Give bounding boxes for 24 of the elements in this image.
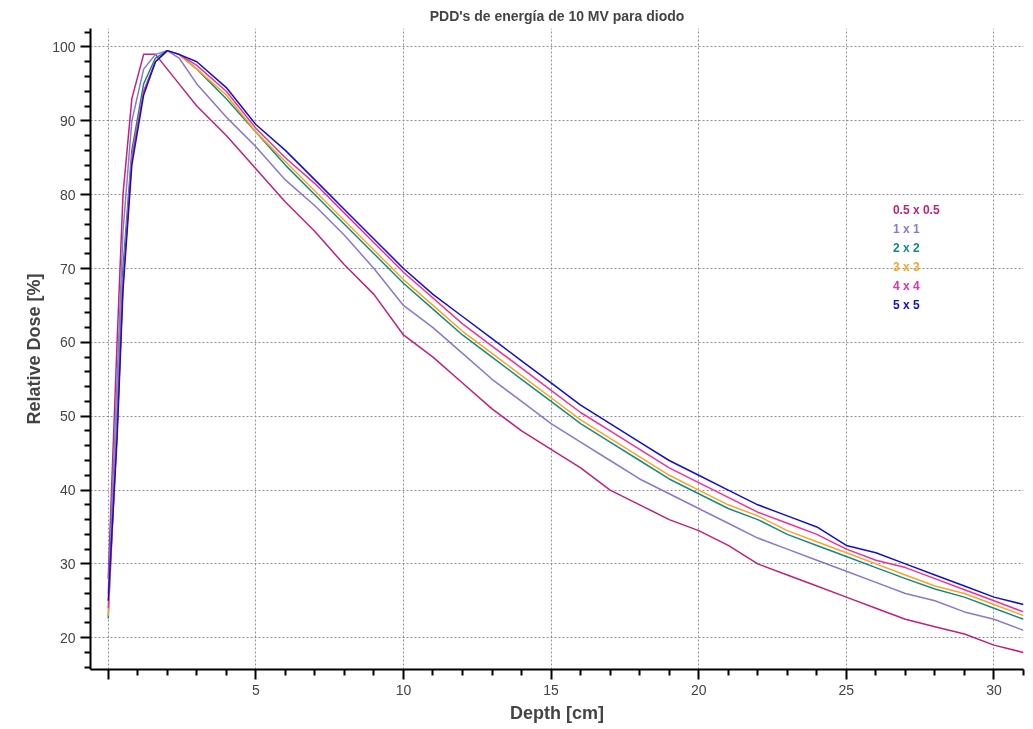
x-tick-label: 15 <box>543 681 560 698</box>
y-tick-label: 40 <box>59 482 76 499</box>
y-tick-label: 70 <box>59 260 76 277</box>
y-tick-label: 30 <box>59 555 76 572</box>
chart-title: PDD's de energía de 10 MV para diodo <box>429 7 685 24</box>
y-tick-label: 100 <box>52 38 76 55</box>
y-tick-label: 20 <box>59 629 76 646</box>
text: 0.5 x 0.5 <box>892 202 940 217</box>
y-tick-label: 50 <box>59 408 76 425</box>
text: 5 x 5 <box>892 297 920 312</box>
x-tick-label: 5 <box>251 681 260 698</box>
y-tick-label: 60 <box>59 334 76 351</box>
y-tick-label: 80 <box>59 186 76 203</box>
y-axis-title: Relative Dose [%] <box>24 273 45 425</box>
x-tick-label: 25 <box>838 681 855 698</box>
text: 1 x 1 <box>892 221 920 236</box>
x-axis-title: Depth [cm] <box>510 702 604 723</box>
x-tick-label: 20 <box>690 681 707 698</box>
x-tick-label: 30 <box>986 681 1002 698</box>
text: 4 x 4 <box>892 278 920 293</box>
y-tick-label: 90 <box>59 112 76 129</box>
x-tick-label: 10 <box>395 681 412 698</box>
text: 3 x 3 <box>892 259 920 274</box>
text: 2 x 2 <box>892 240 920 255</box>
